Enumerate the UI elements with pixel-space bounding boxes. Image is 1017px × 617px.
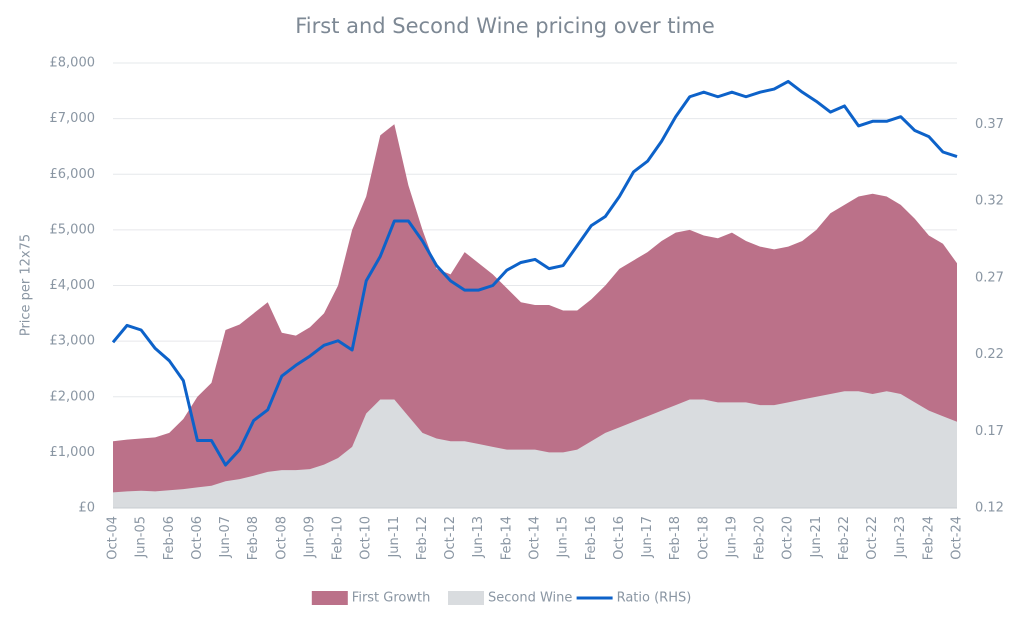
x-tick-label: Feb-16 (584, 516, 599, 560)
x-tick-label: Feb-22 (837, 516, 852, 560)
x-tick-label: Oct-08 (274, 516, 289, 560)
x-tick-label: Feb-10 (331, 516, 346, 560)
y-tick-label: £8,000 (50, 56, 96, 71)
x-tick-label: Oct-20 (781, 516, 796, 560)
x-tick-label: Jun-21 (809, 516, 824, 559)
x-tick-label: Feb-14 (499, 516, 514, 560)
x-tick-label: Jun-19 (724, 516, 739, 559)
x-tick-label: Jun-13 (471, 516, 486, 559)
y2-tick-label: 0.27 (975, 270, 1004, 285)
x-tick-label: Oct-18 (696, 516, 711, 560)
x-tick-label: Feb-24 (921, 516, 936, 560)
x-tick-label: Feb-06 (162, 516, 177, 560)
area (113, 391, 957, 508)
legend-label: Ratio (RHS) (617, 591, 692, 606)
y-tick-label: £5,000 (50, 222, 96, 237)
legend-swatch (311, 591, 348, 605)
x-tick-label: Oct-24 (950, 516, 965, 560)
y2-tick-label: 0.12 (975, 501, 1004, 516)
x-tick-label: Jun-17 (640, 516, 655, 559)
x-tick-label: Jun-15 (556, 516, 571, 559)
x-tick-label: Oct-06 (190, 516, 205, 560)
y-tick-label: £1,000 (50, 445, 96, 460)
y2-tick-label: 0.37 (975, 117, 1004, 132)
y-tick-label: £2,000 (50, 389, 96, 404)
y2-tick-label: 0.22 (975, 347, 1004, 362)
x-tick-label: Oct-04 (106, 516, 121, 560)
y-axis-label: Price per 12x75 (19, 234, 34, 336)
x-tick-label: Oct-12 (443, 516, 458, 560)
y-tick-label: £4,000 (50, 278, 96, 293)
y-tick-label: £6,000 (50, 167, 96, 182)
x-tick-label: Jun-23 (893, 516, 908, 559)
chart-title: First and Second Wine pricing over time (295, 14, 715, 38)
x-tick-label: Oct-10 (359, 516, 374, 560)
x-tick-label: Feb-08 (246, 516, 261, 560)
x-tick-label: Feb-18 (668, 516, 683, 560)
legend-swatch (448, 591, 484, 605)
y-tick-label: £7,000 (50, 111, 96, 126)
x-tick-label: Jun-07 (218, 516, 233, 559)
y-tick-label: £3,000 (50, 334, 96, 349)
x-tick-label: Jun-05 (134, 516, 149, 559)
y-tick-label: £0 (78, 501, 95, 516)
x-tick-label: Oct-16 (612, 516, 627, 560)
y2-tick-label: 0.32 (975, 194, 1004, 209)
x-tick-label: Feb-20 (753, 516, 768, 560)
x-tick-label: Jun-11 (387, 516, 402, 559)
y2-tick-label: 0.17 (975, 424, 1004, 439)
line (111, 79, 958, 467)
x-tick-label: Feb-12 (415, 516, 430, 560)
legend-label: First Growth (352, 591, 431, 606)
x-tick-label: Oct-22 (865, 516, 880, 560)
x-tick-label: Jun-09 (302, 516, 317, 559)
legend-label: Second Wine (488, 591, 572, 606)
x-tick-label: Oct-14 (528, 516, 543, 560)
